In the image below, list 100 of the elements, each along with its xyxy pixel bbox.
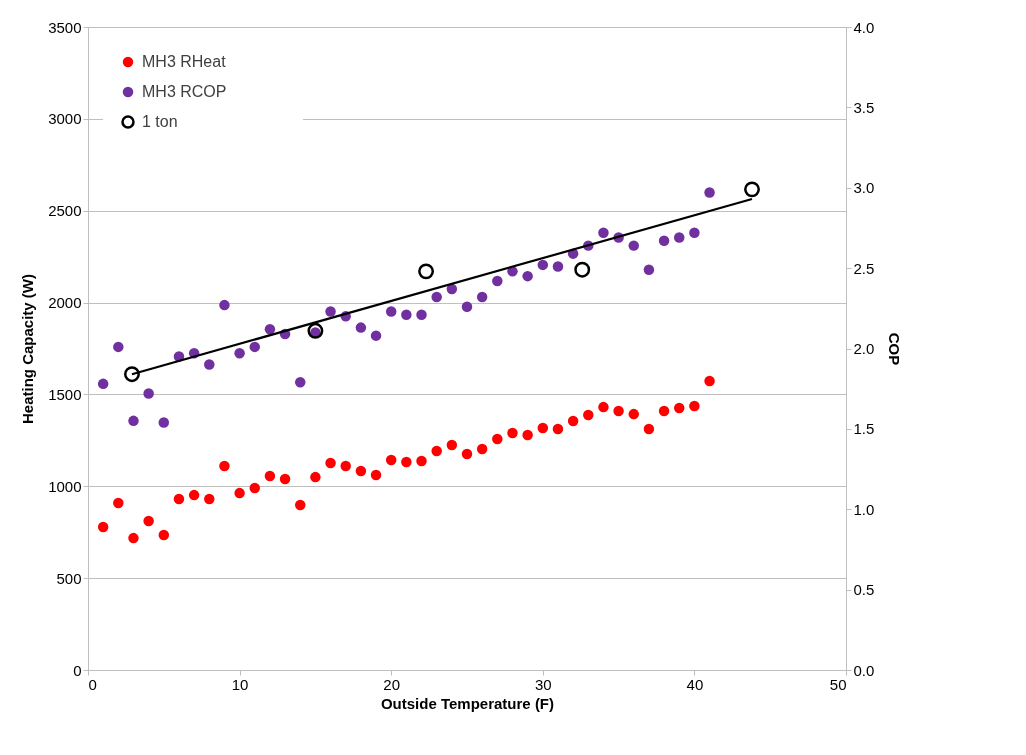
y2-tick-label: 0.0 (853, 661, 875, 679)
point (674, 232, 685, 243)
x-tick-label: 30 (534, 675, 552, 693)
point (537, 259, 549, 271)
y2-tick-label: 2.5 (853, 259, 875, 277)
point (476, 443, 488, 455)
point (613, 405, 624, 417)
point (143, 515, 154, 527)
point (418, 263, 435, 280)
point (401, 309, 412, 320)
y-axis-title: Heating Capacity (W) (19, 273, 37, 425)
point (325, 457, 336, 469)
point (307, 322, 324, 339)
x-tick-label: 0 (88, 675, 97, 693)
point (446, 439, 458, 451)
point (295, 377, 306, 388)
point (340, 460, 351, 472)
point (583, 409, 594, 421)
point (689, 227, 700, 238)
y-tick-label: 2000 (48, 294, 82, 312)
point (522, 429, 533, 441)
point (689, 400, 700, 412)
x-axis-title: Outside Temperature (F) (380, 694, 555, 712)
point (249, 482, 260, 494)
x-tick-label: 20 (383, 675, 401, 693)
point (355, 322, 367, 333)
point (158, 417, 170, 428)
point (355, 465, 367, 477)
legend-label: MH3 RHeat (142, 53, 227, 70)
point (628, 408, 639, 420)
y-tick-label: 1500 (48, 385, 82, 403)
y-tick-label: 0 (73, 661, 82, 679)
x-tick-label: 50 (829, 675, 847, 693)
point (704, 187, 715, 198)
legend-label: 1 ton (142, 113, 178, 130)
y2-tick-label: 4.0 (853, 18, 875, 36)
point (658, 405, 670, 417)
y2-tick-label: 1.5 (853, 420, 875, 438)
point (461, 301, 473, 312)
point (704, 375, 715, 387)
point (295, 499, 306, 511)
point (249, 341, 260, 353)
point (279, 473, 291, 485)
point (643, 423, 655, 435)
y-tick-label: 1000 (48, 477, 82, 495)
point (264, 323, 276, 335)
point (431, 445, 442, 457)
x-tick-label: 10 (231, 675, 249, 693)
point (97, 521, 109, 533)
point (234, 348, 245, 359)
point (158, 529, 170, 541)
point (492, 433, 503, 445)
point (744, 181, 760, 198)
point (219, 460, 230, 472)
point (124, 366, 140, 383)
point (416, 455, 427, 467)
y2-axis-title: COP (886, 332, 904, 366)
point (522, 270, 533, 282)
point (310, 471, 321, 483)
point (219, 299, 230, 311)
point (574, 261, 591, 278)
point (385, 306, 397, 317)
point (204, 493, 215, 505)
point (128, 415, 139, 427)
point (476, 291, 488, 303)
point (128, 532, 139, 544)
point (234, 487, 245, 499)
point (537, 422, 549, 434)
y2-tick-label: 3.0 (853, 179, 875, 197)
point (264, 470, 276, 482)
point (492, 275, 503, 287)
point (552, 423, 564, 435)
legend-label: MH3 RCOP (142, 83, 227, 100)
x-tick-label: 40 (686, 675, 704, 693)
point (567, 415, 579, 427)
point (97, 378, 109, 390)
point (643, 264, 655, 275)
point (401, 456, 412, 468)
point (173, 493, 185, 505)
point (658, 235, 670, 247)
point (552, 261, 564, 272)
y-tick-label: 2500 (48, 202, 82, 220)
point (416, 309, 427, 320)
y2-tick-label: 1.0 (853, 500, 875, 518)
point (188, 489, 200, 501)
point (628, 240, 639, 251)
y2-tick-label: 0.5 (853, 581, 875, 599)
y-tick-label: 3000 (48, 110, 82, 128)
point (113, 497, 124, 509)
point (461, 448, 473, 460)
point (674, 402, 685, 414)
y2-tick-label: 3.5 (853, 98, 875, 116)
point (370, 330, 382, 341)
point (204, 359, 215, 370)
point (431, 291, 442, 303)
point (598, 401, 609, 413)
point (325, 306, 336, 317)
point (598, 227, 609, 238)
point (370, 469, 382, 481)
point (143, 388, 154, 399)
